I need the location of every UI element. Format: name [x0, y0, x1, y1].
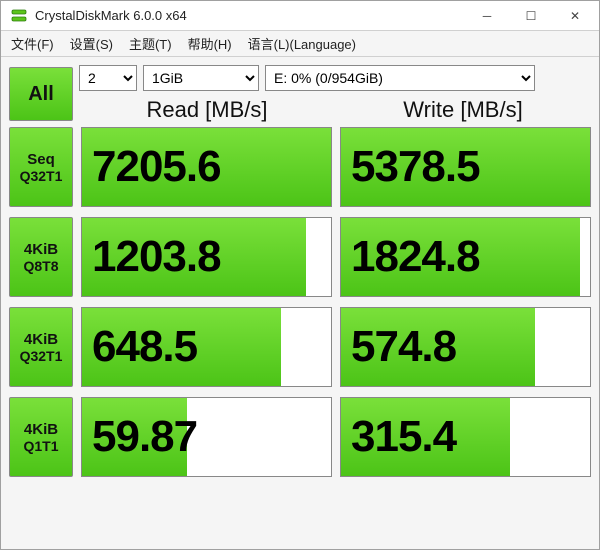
drive-select[interactable]: E: 0% (0/954GiB) [265, 65, 535, 91]
test-label-1: 4KiB [24, 241, 58, 258]
menubar: 文件(F) 设置(S) 主题(T) 帮助(H) 语言(L)(Language) [1, 31, 599, 57]
menu-settings[interactable]: 设置(S) [70, 34, 113, 53]
menu-theme[interactable]: 主题(T) [129, 34, 172, 53]
test-label-2: Q8T8 [23, 258, 58, 274]
result-row: 4KiB Q8T8 1203.8 1824.8 [9, 217, 591, 297]
read-value: 7205.6 [92, 142, 221, 192]
run-test-button[interactable]: 4KiB Q8T8 [9, 217, 73, 297]
write-value: 315.4 [351, 412, 456, 462]
test-label-2: Q1T1 [23, 438, 58, 454]
read-value: 1203.8 [92, 232, 221, 282]
run-all-button[interactable]: All [9, 67, 73, 121]
test-count-select[interactable]: 2 [79, 65, 137, 91]
read-cell: 648.5 [81, 307, 332, 387]
close-button[interactable]: ✕ [553, 1, 597, 31]
test-label-2: Q32T1 [20, 348, 63, 364]
write-cell: 315.4 [340, 397, 591, 477]
read-value: 59.87 [92, 412, 197, 462]
run-test-button[interactable]: 4KiB Q1T1 [9, 397, 73, 477]
header-read: Read [MB/s] [79, 97, 335, 123]
read-cell: 59.87 [81, 397, 332, 477]
menu-file[interactable]: 文件(F) [11, 34, 54, 53]
test-label-1: 4KiB [24, 421, 58, 438]
minimize-button[interactable]: ─ [465, 1, 509, 31]
test-label-1: 4KiB [24, 331, 58, 348]
maximize-button[interactable]: ☐ [509, 1, 553, 31]
write-value: 5378.5 [351, 142, 480, 192]
read-cell: 7205.6 [81, 127, 332, 207]
menu-help[interactable]: 帮助(H) [188, 34, 232, 53]
test-size-select[interactable]: 1GiB [143, 65, 259, 91]
result-row: 4KiB Q1T1 59.87 315.4 [9, 397, 591, 477]
app-window: CrystalDiskMark 6.0.0 x64 ─ ☐ ✕ 文件(F) 设置… [0, 0, 600, 550]
header-write: Write [MB/s] [335, 97, 591, 123]
test-label-2: Q32T1 [20, 168, 63, 184]
result-row: 4KiB Q32T1 648.5 574.8 [9, 307, 591, 387]
results-area: Seq Q32T1 7205.6 5378.5 4KiB Q8T8 1203.8… [1, 127, 599, 495]
write-cell: 5378.5 [340, 127, 591, 207]
write-cell: 1824.8 [340, 217, 591, 297]
read-value: 648.5 [92, 322, 197, 372]
write-cell: 574.8 [340, 307, 591, 387]
write-value: 574.8 [351, 322, 456, 372]
titlebar: CrystalDiskMark 6.0.0 x64 ─ ☐ ✕ [1, 1, 599, 31]
write-value: 1824.8 [351, 232, 480, 282]
window-title: CrystalDiskMark 6.0.0 x64 [35, 8, 187, 23]
toolbar: All 2 1GiB E: 0% (0/954GiB) Read [MB/s] … [1, 57, 599, 127]
run-test-button[interactable]: 4KiB Q32T1 [9, 307, 73, 387]
result-row: Seq Q32T1 7205.6 5378.5 [9, 127, 591, 207]
read-cell: 1203.8 [81, 217, 332, 297]
test-label-1: Seq [27, 151, 55, 168]
app-icon [9, 6, 29, 26]
run-test-button[interactable]: Seq Q32T1 [9, 127, 73, 207]
menu-language[interactable]: 语言(L)(Language) [248, 34, 356, 53]
